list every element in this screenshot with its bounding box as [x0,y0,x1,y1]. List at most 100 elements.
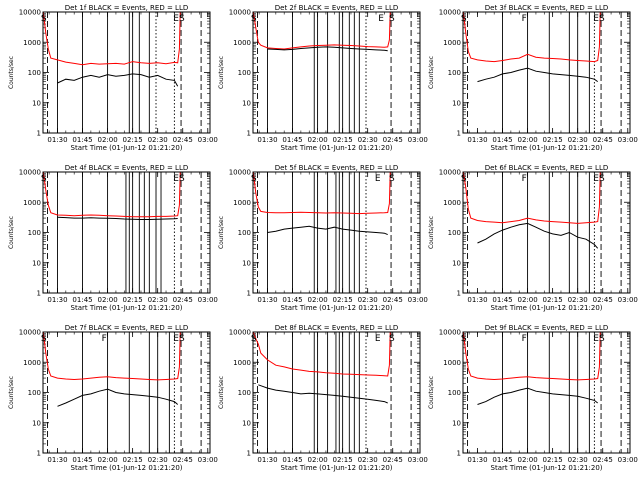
y-axis-label: Counts/sec [8,216,15,249]
marker-label-s: S [251,174,257,184]
x-tick-label: 01:30 [47,136,67,144]
marker-label-s: S [41,334,47,344]
y-tick-label: 1000 [233,199,251,207]
x-tick-label: 01:45 [282,456,302,464]
x-axis-label: Start Time (01-Jun-12 01:21:20) [281,464,393,472]
y-axis-label: Counts/sec [8,56,15,89]
x-tick-label: 01:45 [282,136,302,144]
events-series-line [57,388,179,407]
panel-8: Det 8f BLACK = Events, RED = LLD Counts/s… [218,324,428,472]
y-tick-label: 100 [28,69,41,77]
panel-3: Det 3f BLACK = Events, RED = LLD Counts/s… [428,4,638,152]
marker-label-e: E [378,14,384,24]
x-tick-label: 02:30 [148,456,168,464]
marker-label-s: S [599,174,605,184]
x-tick-label: 01:45 [492,136,512,144]
x-tick-label: 01:30 [47,456,67,464]
panel-title: Det 9f BLACK = Events, RED = LLD [485,324,608,332]
y-tick-label: 1000 [233,359,251,367]
x-tick-label: 02:00 [97,456,117,464]
panel-title: Det 5f BLACK = Events, RED = LLD [275,164,398,172]
x-axis-label: Start Time (01-Jun-12 01:21:20) [491,144,603,152]
y-tick-label: 10 [32,419,41,427]
y-tick-label: 10 [32,259,41,267]
y-axis-label: Counts/sec [218,56,225,89]
plot-frame [42,171,211,294]
y-tick-label: 1 [247,130,251,138]
x-tick-label: 01:45 [492,456,512,464]
x-tick-label: 02:00 [517,296,537,304]
y-tick-label: 10000 [439,9,461,17]
x-axis-label: Start Time (01-Jun-12 01:21:20) [71,464,183,472]
x-tick-label: 01:45 [72,296,92,304]
panel-2: Det 2f BLACK = Events, RED = LLD Counts/s… [218,4,428,152]
plot-frame [252,331,421,454]
lld-series-line [42,331,181,381]
y-tick-label: 1000 [23,359,41,367]
y-axis-label: Counts/sec [428,376,435,409]
y-tick-label: 1 [37,450,41,458]
x-tick-label: 02:15 [333,456,353,464]
x-tick-label: 01:30 [257,136,277,144]
marker-label-f: F [522,14,527,24]
x-axis-label: Start Time (01-Jun-12 01:21:20) [281,304,393,312]
x-tick-label: 03:00 [408,296,428,304]
marker-label-s: S [41,174,47,184]
y-tick-label: 1 [37,130,41,138]
x-tick-label: 02:00 [97,136,117,144]
events-series-line [477,387,599,405]
y-tick-label: 10000 [439,329,461,337]
x-tick-label: 02:30 [358,296,378,304]
panel-5: Det 5f BLACK = Events, RED = LLD Counts/s… [218,164,428,312]
panel-title: Det 6f BLACK = Events, RED = LLD [485,164,608,172]
marker-label-s: S [179,334,185,344]
y-tick-label: 1000 [233,39,251,47]
y-tick-label: 10 [452,259,461,267]
y-tick-label: 1000 [443,39,461,47]
y-tick-label: 1 [247,450,251,458]
events-series-line [57,73,179,87]
marker-label-e: E [173,334,179,344]
y-tick-label: 10 [452,99,461,107]
y-tick-label: 100 [238,229,251,237]
x-tick-label: 01:30 [257,296,277,304]
panel-title: Det 1f BLACK = Events, RED = LLD [65,4,188,12]
marker-label-s: S [461,14,467,24]
x-tick-label: 02:00 [517,456,537,464]
events-series-line [477,222,599,249]
x-tick-label: 02:45 [173,456,193,464]
x-tick-label: 02:45 [593,456,613,464]
x-tick-label: 02:15 [543,136,563,144]
y-tick-label: 10000 [19,169,41,177]
x-tick-label: 01:30 [467,136,487,144]
y-tick-label: 1 [247,290,251,298]
x-tick-label: 02:15 [333,136,353,144]
y-axis-label: Counts/sec [428,56,435,89]
y-tick-label: 1000 [443,359,461,367]
y-tick-label: 10 [452,419,461,427]
x-tick-label: 02:45 [593,296,613,304]
y-tick-label: 10 [242,259,251,267]
marker-label-s: S [389,334,395,344]
y-tick-label: 1 [37,290,41,298]
panel-4: Det 4f BLACK = Events, RED = LLD Counts/s… [8,164,218,312]
marker-label-s: S [251,14,257,24]
y-axis-label: Counts/sec [8,376,15,409]
y-tick-label: 10000 [19,9,41,17]
events-series-line [477,67,598,83]
x-tick-label: 03:00 [408,136,428,144]
y-tick-label: 1 [457,290,461,298]
marker-label-s: S [179,14,185,24]
x-tick-label: 03:00 [618,456,638,464]
y-tick-label: 10000 [229,329,251,337]
y-tick-label: 1000 [23,39,41,47]
marker-label-e: E [173,14,179,24]
marker-label-e: E [173,174,179,184]
x-tick-label: 02:15 [123,456,143,464]
lld-series-line [42,171,181,218]
marker-label-f: F [522,174,527,184]
x-axis-label: Start Time (01-Jun-12 01:21:20) [71,304,183,312]
x-tick-label: 02:30 [148,296,168,304]
lld-series-line [462,11,601,63]
